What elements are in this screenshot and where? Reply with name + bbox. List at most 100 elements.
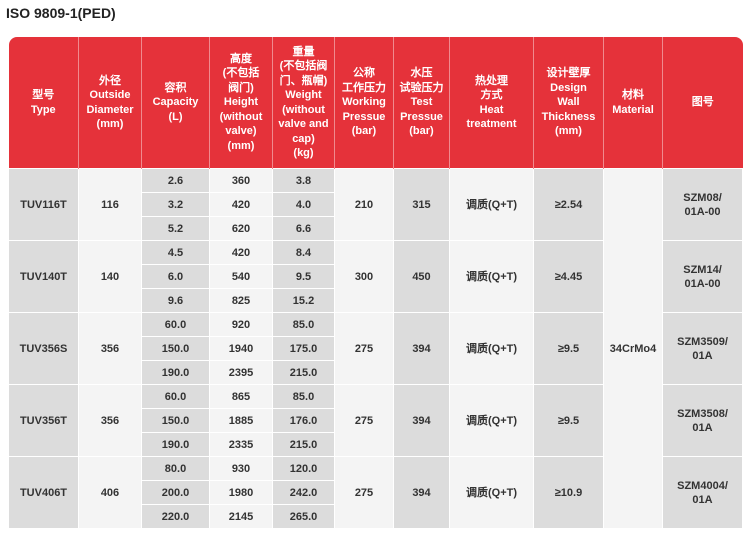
header-line: valve and <box>278 118 329 130</box>
header-line: 重量 <box>292 45 315 58</box>
weight-cell: 242.0 <box>272 480 335 505</box>
header-line: (bar) <box>409 125 434 138</box>
material-cell: 34CrMo4 <box>603 168 663 529</box>
header-cell: 外径 Outside Diameter (mm) <box>78 37 142 169</box>
header-line: 型号 <box>32 89 55 101</box>
header-line: (mm) <box>555 125 582 138</box>
data-row: 220.0 2145 265.0 <box>9 504 743 529</box>
header-line: 水压 <box>410 67 433 80</box>
height-cell: 1885 <box>209 408 273 433</box>
header-line: Capacity <box>152 96 199 109</box>
weight-cell: 3.8 <box>272 168 335 193</box>
page-title: ISO 9809-1(PED) <box>6 5 116 21</box>
header-line: Height <box>223 96 259 109</box>
weight-cell: 215.0 <box>272 360 335 385</box>
heat-treatment-cell: 调质(Q+T) <box>449 168 534 241</box>
data-row: TUV140T 140 4.5 420 8.4 300 450 调质(Q+T) ≥4.45 SZM… <box>8 240 743 313</box>
diameter-cell: 406 <box>78 456 142 529</box>
header-line: Thickness <box>541 110 596 123</box>
header-cell: 高度 (不包括 阀门) Height (without valve) (mm) <box>209 37 273 169</box>
height-cell: 1980 <box>209 480 273 505</box>
header-line: (without <box>282 103 325 116</box>
header-line: 材料 <box>622 89 644 101</box>
height-cell: 1940 <box>209 336 273 361</box>
test-pressure-cell: 394 <box>393 312 450 385</box>
thickness-cell: ≥4.45 <box>533 240 604 313</box>
header-line: (mm) <box>96 118 124 130</box>
header-line: (不包括 <box>222 67 260 80</box>
capacity-cell: 4.5 <box>141 240 210 265</box>
weight-cell: 215.0 <box>272 432 335 457</box>
diameter-cell: 140 <box>78 240 142 313</box>
height-cell: 2145 <box>209 504 273 529</box>
header-line: Type <box>30 103 56 116</box>
weight-cell: 265.0 <box>272 504 335 529</box>
header-line: Weight <box>285 89 322 101</box>
capacity-cell: 5.2 <box>141 216 210 241</box>
capacity-cell: 3.2 <box>141 192 210 217</box>
drawing-line: 01A <box>692 421 713 434</box>
spec-table: 型号 Type 外径 Outside Diameter (mm) 容积 Capacity (L)… <box>8 37 743 529</box>
drawing-line: SZM14/ <box>683 263 722 276</box>
header-line: 公称 <box>353 67 375 80</box>
header-line: Pressue <box>342 110 386 123</box>
capacity-cell: 200.0 <box>141 480 210 505</box>
capacity-cell: 190.0 <box>141 360 210 385</box>
drawing-line: SZM3508/ <box>677 407 728 420</box>
header-cell: 设计壁厚 Design Wall Thickness (mm) <box>533 37 604 169</box>
capacity-cell: 60.0 <box>141 384 210 409</box>
data-row: 150.0 1885 176.0 <box>9 408 743 433</box>
header-line: Test <box>410 96 433 109</box>
data-row: 9.6 825 15.2 <box>9 288 743 313</box>
weight-cell: 15.2 <box>272 288 335 313</box>
weight-cell: 175.0 <box>272 336 335 361</box>
thickness-cell: ≥2.54 <box>533 168 604 241</box>
test-pressure-cell: 315 <box>393 168 450 241</box>
header-line: (kg) <box>293 147 314 159</box>
capacity-cell: 150.0 <box>141 336 210 361</box>
weight-cell: 9.5 <box>272 264 335 289</box>
drawing-cell: SZM3509/01A <box>662 312 743 385</box>
header-cell: 水压 试验压力 Test Pressue (bar) <box>393 37 450 169</box>
data-row: TUV116T 116 2.6 360 3.8 210 315 调质(Q+T) ≥2.54 34C… <box>8 168 743 529</box>
header-line: Wall <box>557 96 580 109</box>
height-cell: 420 <box>209 192 273 217</box>
header-line: Pressue <box>400 110 443 123</box>
thickness-cell: ≥10.9 <box>533 456 604 529</box>
header-cell: 材料 Material <box>603 37 663 169</box>
weight-cell: 4.0 <box>272 192 335 217</box>
capacity-cell: 6.0 <box>141 264 210 289</box>
header-line: 图号 <box>691 96 714 109</box>
drawing-cell: SZM14/01A-00 <box>662 240 743 313</box>
working-pressure-cell: 275 <box>334 384 394 457</box>
header-line: (L) <box>168 110 183 123</box>
type-cell: TUV116T <box>8 168 79 241</box>
test-pressure-cell: 394 <box>393 384 450 457</box>
data-row: 3.2 420 4.0 <box>9 192 743 217</box>
header-cell: 重量 (不包括阀 门、瓶帽) Weight (without valve and cap) (… <box>272 37 335 169</box>
header-line: 方式 <box>480 89 503 101</box>
height-cell: 620 <box>209 216 273 241</box>
height-cell: 540 <box>209 264 273 289</box>
header-cell: 图号 <box>662 37 743 169</box>
working-pressure-cell: 210 <box>334 168 394 241</box>
header-line: Material <box>612 103 654 116</box>
heat-treatment-cell: 调质(Q+T) <box>449 312 534 385</box>
heat-treatment-cell: 调质(Q+T) <box>449 456 534 529</box>
header-line: (without <box>219 110 263 123</box>
height-cell: 360 <box>209 168 273 193</box>
header-line: Working <box>342 96 386 109</box>
capacity-cell: 150.0 <box>141 408 210 433</box>
data-row: 200.0 1980 242.0 <box>9 480 743 505</box>
thickness-cell: ≥9.5 <box>533 384 604 457</box>
test-pressure-cell: 394 <box>393 456 450 529</box>
data-row: TUV356S 356 60.0 920 85.0 275 394 调质(Q+T) ≥9.5 SZ… <box>8 312 743 385</box>
header-line: (mm) <box>227 139 255 152</box>
type-cell: TUV140T <box>8 240 79 313</box>
header-line: 阀门) <box>228 81 254 94</box>
drawing-line: SZM3509/ <box>677 335 728 348</box>
height-cell: 920 <box>209 312 273 337</box>
header-line: 热处理 <box>475 74 508 87</box>
type-cell: TUV406T <box>8 456 79 529</box>
drawing-line: 01A-00 <box>684 277 721 290</box>
